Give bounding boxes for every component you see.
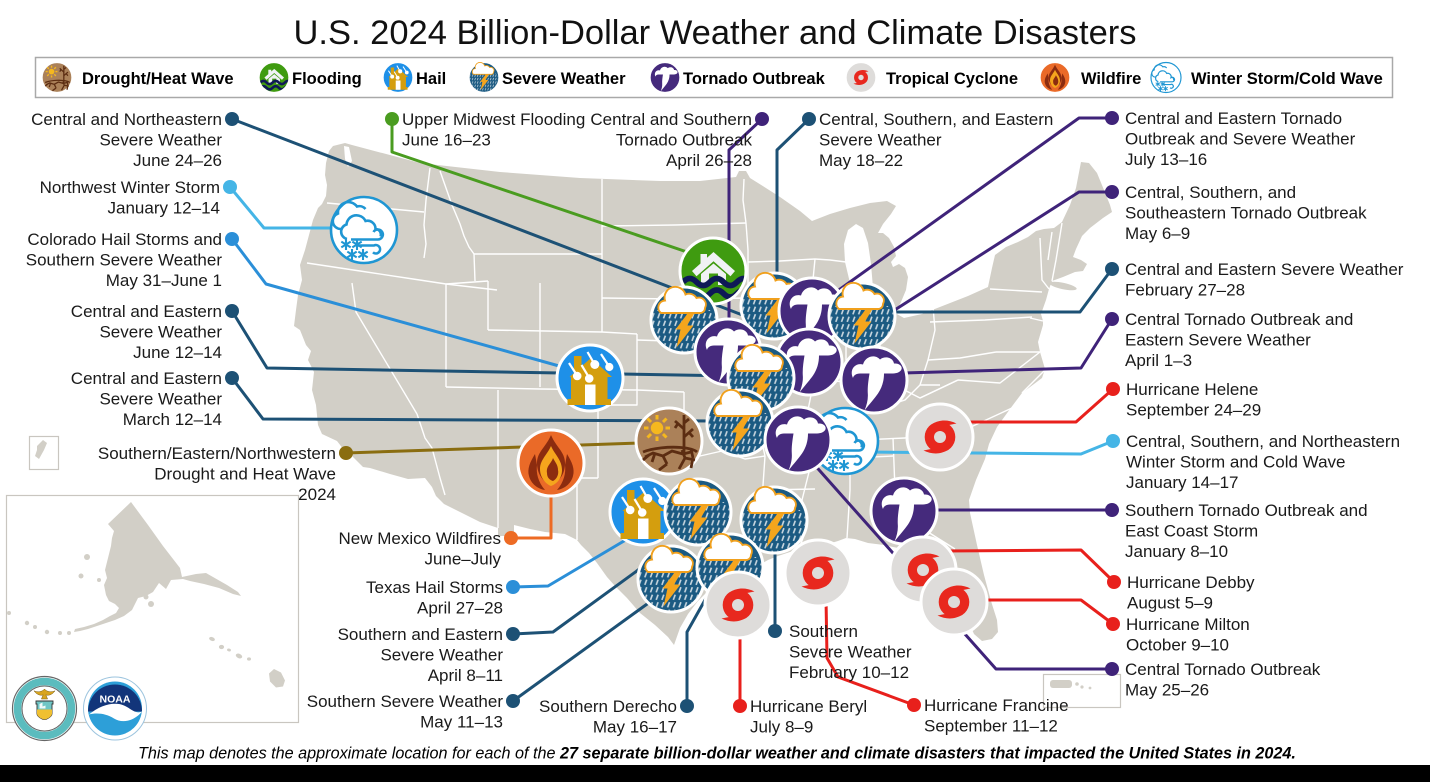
svg-text:May 31–June 1: May 31–June 1 [106,271,222,290]
svg-text:Central, Southern, and Eastern: Central, Southern, and Eastern [819,110,1053,129]
svg-text:Tornado Outbreak: Tornado Outbreak [616,131,753,150]
svg-text:September 24–29: September 24–29 [1126,401,1261,420]
svg-text:Wildfire: Wildfire [1081,70,1141,88]
svg-text:June 16–23: June 16–23 [402,131,491,150]
svg-text:Severe Weather: Severe Weather [380,646,503,665]
svg-text:June 24–26: June 24–26 [133,151,222,170]
svg-text:Southern Severe Weather: Southern Severe Weather [307,692,504,711]
svg-text:Colorado Hail Storms and: Colorado Hail Storms and [27,230,222,249]
svg-text:Severe Weather: Severe Weather [789,643,912,662]
svg-text:East Coast Storm: East Coast Storm [1125,522,1258,541]
svg-text:Upper Midwest Flooding: Upper Midwest Flooding [402,110,585,129]
svg-text:Tornado Outbreak: Tornado Outbreak [683,70,826,88]
svg-text:Severe Weather: Severe Weather [502,70,626,88]
svg-text:Hail: Hail [416,70,446,88]
svg-text:April 1–3: April 1–3 [1125,351,1192,370]
svg-text:Southern Derecho: Southern Derecho [539,697,677,716]
svg-text:Severe Weather: Severe Weather [99,131,222,150]
svg-text:Texas Hail Storms: Texas Hail Storms [366,578,503,597]
svg-text:Central and Northeastern: Central and Northeastern [31,110,222,129]
svg-text:Drought/Heat Wave: Drought/Heat Wave [82,70,234,88]
svg-text:April 26–28: April 26–28 [666,151,752,170]
svg-text:Southern and Eastern: Southern and Eastern [338,625,503,644]
svg-text:Central and Eastern: Central and Eastern [71,369,222,388]
svg-text:May 18–22: May 18–22 [819,151,903,170]
svg-text:February 27–28: February 27–28 [1125,281,1245,300]
svg-text:Severe Weather: Severe Weather [99,390,222,409]
svg-text:June 12–14: June 12–14 [133,343,222,362]
svg-text:This map denotes the approxima: This map denotes the approximate locatio… [138,745,1296,763]
svg-text:June–July: June–July [424,550,501,569]
svg-text:Southern Tornado Outbreak and: Southern Tornado Outbreak and [1125,501,1368,520]
svg-text:Central and Eastern: Central and Eastern [71,302,222,321]
svg-text:April 27–28: April 27–28 [417,599,503,618]
svg-text:March 12–14: March 12–14 [123,410,222,429]
svg-text:Hurricane Milton: Hurricane Milton [1126,615,1250,634]
svg-text:Winter Storm/Cold Wave: Winter Storm/Cold Wave [1191,70,1383,88]
svg-text:Severe Weather: Severe Weather [99,323,222,342]
svg-text:July 8–9: July 8–9 [750,718,813,737]
svg-text:Drought and Heat Wave: Drought and Heat Wave [154,465,336,484]
svg-text:Hurricane Beryl: Hurricane Beryl [750,697,867,716]
svg-text:Eastern Severe Weather: Eastern Severe Weather [1125,331,1311,350]
svg-text:U.S. 2024 Billion-Dollar Weath: U.S. 2024 Billion-Dollar Weather and Cli… [293,14,1136,52]
svg-text:New Mexico Wildfires: New Mexico Wildfires [339,529,501,548]
svg-text:Central and Eastern Tornado: Central and Eastern Tornado [1125,109,1342,128]
svg-text:October 9–10: October 9–10 [1126,636,1229,655]
svg-text:May 25–26: May 25–26 [1125,681,1209,700]
svg-text:Central, Southern, and: Central, Southern, and [1125,183,1296,202]
svg-text:January 14–17: January 14–17 [1126,473,1238,492]
svg-text:Flooding: Flooding [292,70,362,88]
svg-text:Hurricane Francine: Hurricane Francine [924,696,1069,715]
svg-text:May 11–13: May 11–13 [420,713,503,732]
svg-text:May 6–9: May 6–9 [1125,224,1190,243]
svg-text:August 5–9: August 5–9 [1127,594,1213,613]
svg-text:Southeastern Tornado Outbreak: Southeastern Tornado Outbreak [1125,204,1367,223]
svg-text:Tropical Cyclone: Tropical Cyclone [886,70,1018,88]
svg-text:Central and Eastern Severe Wea: Central and Eastern Severe Weather [1125,260,1404,279]
svg-text:Central, Southern, and Northea: Central, Southern, and Northeastern [1126,432,1400,451]
svg-text:September 11–12: September 11–12 [924,717,1058,736]
svg-text:Southern: Southern [789,622,858,641]
svg-text:Southern Severe Weather: Southern Severe Weather [26,251,223,270]
svg-text:Southern/Eastern/Northwestern: Southern/Eastern/Northwestern [98,444,336,463]
svg-text:Central Tornado Outbreak and: Central Tornado Outbreak and [1125,310,1353,329]
svg-text:May 16–17: May 16–17 [593,718,677,737]
svg-text:Hurricane Debby: Hurricane Debby [1127,573,1255,592]
svg-text:February 10–12: February 10–12 [789,663,909,682]
svg-text:NOAA: NOAA [100,694,131,706]
svg-text:April 8–11: April 8–11 [428,666,503,685]
svg-text:Winter Storm and Cold Wave: Winter Storm and Cold Wave [1126,453,1346,472]
svg-text:July 13–16: July 13–16 [1125,150,1207,169]
svg-text:Central Tornado Outbreak: Central Tornado Outbreak [1125,660,1321,679]
svg-text:Central and Southern: Central and Southern [590,110,752,129]
svg-text:January 12–14: January 12–14 [108,199,220,218]
svg-text:Hurricane Helene: Hurricane Helene [1126,380,1258,399]
svg-text:January 8–10: January 8–10 [1125,542,1228,561]
svg-text:2024: 2024 [298,485,336,504]
svg-text:Northwest Winter Storm: Northwest Winter Storm [40,178,220,197]
svg-text:Outbreak and Severe Weather: Outbreak and Severe Weather [1125,130,1356,149]
svg-text:Severe Weather: Severe Weather [819,131,942,150]
